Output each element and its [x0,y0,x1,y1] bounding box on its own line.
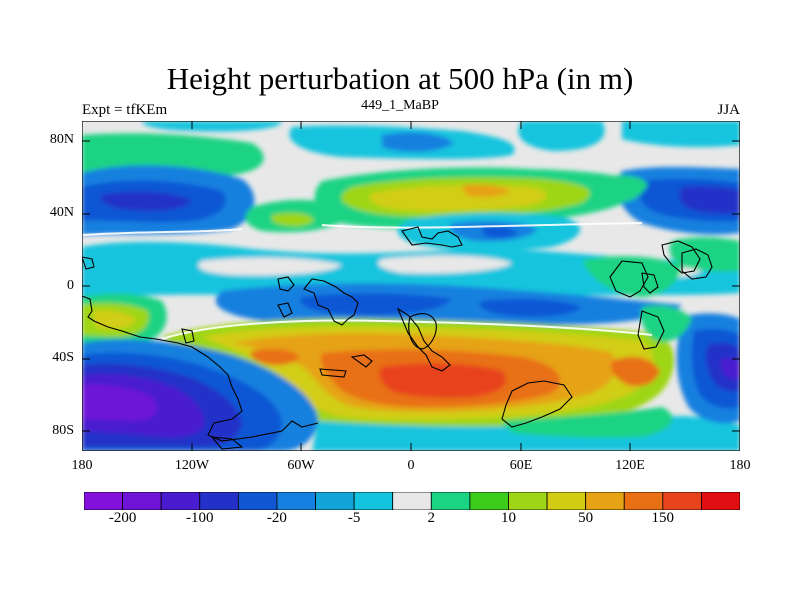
run-label: 449_1_MaBP [361,98,439,113]
season-label: JJA [717,102,740,118]
colorbar-swatch [662,492,702,510]
colorbar-swatch [392,492,432,510]
lat-tick-label: 80N [49,132,74,147]
colorbar-label: -5 [347,510,361,526]
colorbar-swatch [585,492,625,510]
colorbar-swatch [508,492,548,510]
colorbar-swatch [315,492,355,510]
colorbar-label: -100 [186,510,214,526]
height-perturbation-map [82,121,740,451]
colorbar-swatch [276,492,316,510]
colorbar-swatch [199,492,239,510]
lon-tick-label: 0 [407,458,415,473]
lon-tick-label: 120E [615,458,645,473]
lat-tick-label: 0 [67,278,74,293]
colorbar-label: -20 [266,510,287,526]
colorbar [84,492,740,510]
colorbar-label: 2 [427,510,436,526]
lon-tick-label: 60W [287,458,315,473]
colorbar-label: 50 [578,510,594,526]
colorbar-swatch [160,492,201,510]
colorbar-swatch [84,492,123,510]
colorbar-swatch [701,492,740,510]
experiment-label: Expt = tfKEm [82,102,168,118]
lon-tick-label: 120W [174,458,210,473]
lon-tick-label: 60E [509,458,533,473]
lat-tick-label: 80S [52,423,74,438]
lon-tick-label: 180 [729,458,751,473]
colorbar-label: -200 [108,510,137,526]
colorbar-swatch [546,492,587,510]
colorbar-label: 150 [651,510,675,526]
colorbar-swatch [623,492,664,510]
lon-tick-label: 180 [71,458,93,473]
colorbar-swatch [122,492,162,510]
colorbar-swatch [353,492,394,510]
lat-tick-label: 40S [52,350,74,365]
tick-marks [82,121,740,451]
colorbar-swatch [469,492,509,510]
chart-title: Height perturbation at 500 hPa (in m) [166,61,634,96]
coastlines [82,226,713,450]
colorbar-swatch [237,492,278,510]
colorbar-label: 10 [501,510,516,526]
lat-tick-label: 40N [49,205,74,220]
colorbar-swatch [430,492,471,510]
